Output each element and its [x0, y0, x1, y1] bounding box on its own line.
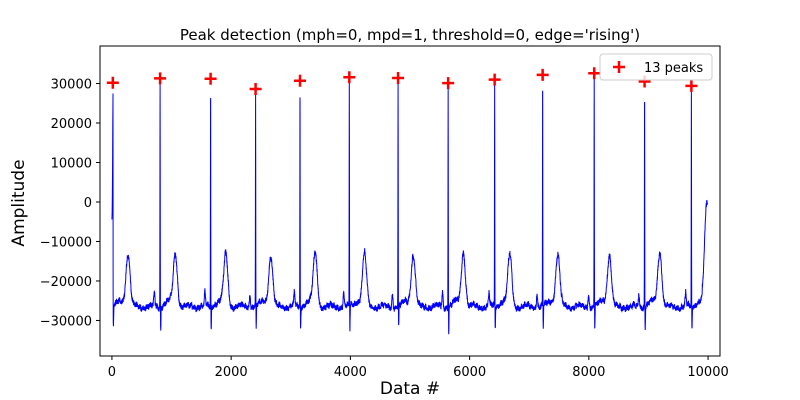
signal-line	[111, 73, 708, 335]
y-tick-label: −10000	[40, 235, 92, 250]
peak-marker	[588, 67, 601, 80]
x-axis: 0 2000 4000 6000 8000 10000	[108, 356, 729, 380]
peak-marker	[154, 72, 167, 85]
x-tick-label: 8000	[572, 365, 605, 380]
peak-marker	[536, 68, 549, 81]
y-tick-label: 20000	[51, 117, 92, 132]
y-tick-label: 10000	[51, 156, 92, 171]
y-tick-label: 0	[84, 196, 92, 211]
x-tick-label: 2000	[215, 365, 248, 380]
peak-marker	[343, 71, 356, 84]
legend: 13 peaks	[599, 53, 713, 81]
y-tick-label: 30000	[51, 78, 92, 93]
peak-marker	[294, 74, 307, 87]
x-tick-label: 0	[108, 365, 116, 380]
peak-marker	[204, 72, 217, 85]
x-axis-label: Data #	[380, 379, 440, 399]
y-axis: −30000 −20000 −10000 0 10000 20000 30000	[40, 78, 100, 329]
peak-marker	[488, 73, 501, 86]
x-tick-label: 4000	[334, 365, 367, 380]
legend-box	[599, 53, 713, 81]
x-tick-label: 10000	[687, 365, 728, 380]
peak-marker	[685, 79, 698, 92]
plot-area	[99, 45, 721, 357]
y-tick-label: −30000	[40, 314, 92, 329]
y-axis-label: Amplitude	[9, 159, 29, 246]
y-tick-label: −20000	[40, 275, 92, 290]
plot-frame	[99, 45, 721, 357]
peak-marker	[249, 83, 262, 96]
peak-marker	[442, 77, 455, 90]
peak-marker	[106, 76, 119, 89]
x-tick-label: 6000	[453, 365, 486, 380]
plot-background	[100, 46, 720, 356]
peak-marker	[392, 71, 405, 84]
legend-marker	[613, 61, 625, 73]
chart-title: Peak detection (mph=0, mpd=1, threshold=…	[180, 26, 640, 44]
legend-label: 13 peaks	[644, 61, 703, 76]
